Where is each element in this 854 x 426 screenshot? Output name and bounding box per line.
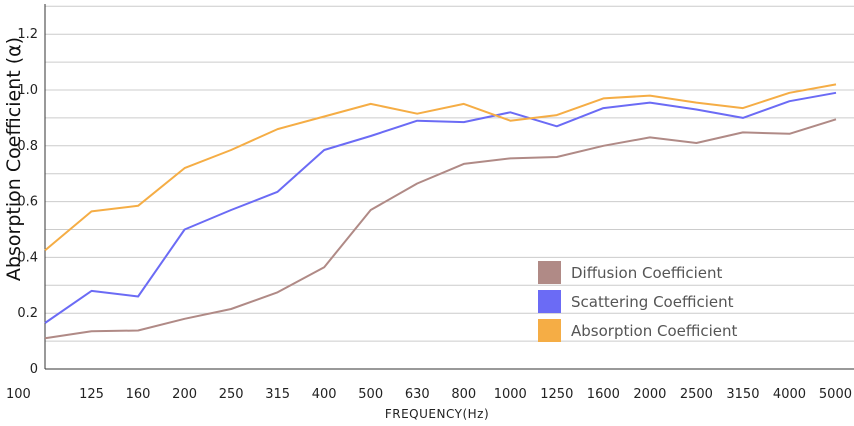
x-tick-label: 100 — [6, 387, 31, 402]
x-tick-label: 4000 — [773, 387, 806, 402]
y-tick-labels: 0 0.2 0.4 0.6 0.8 1.0 1.2 — [17, 27, 38, 377]
axes — [44, 4, 854, 370]
legend-swatch-scattering-coefficient — [538, 290, 561, 313]
y-tick-label: 0.2 — [17, 306, 38, 321]
x-tick-label: 1600 — [587, 387, 620, 402]
diffusion-coefficient-line — [44, 118, 837, 340]
x-tick-label: 2000 — [633, 387, 666, 402]
series-lines — [44, 83, 837, 340]
x-tick-label: 800 — [451, 387, 476, 402]
y-tick-label: 0.4 — [17, 250, 38, 265]
x-tick-label: 500 — [358, 387, 383, 402]
legend-swatch-absorption-coefficient — [538, 319, 561, 342]
x-tick-label: 1250 — [540, 387, 573, 402]
x-tick-label: 250 — [219, 387, 244, 402]
x-tick-label: 630 — [405, 387, 430, 402]
x-tick-label: 160 — [126, 387, 151, 402]
legend-label-absorption-coefficient: Absorption Coefficient — [571, 322, 737, 340]
scattering-coefficient-line — [44, 91, 837, 324]
grid-lines — [45, 5, 854, 342]
legend-label-scattering-coefficient: Scattering Coefficient — [571, 293, 734, 311]
x-tick-label: 5000 — [819, 387, 852, 402]
x-tick-label: 315 — [265, 387, 290, 402]
x-tick-label: 400 — [312, 387, 337, 402]
legend-swatch-diffusion-coefficient — [538, 261, 561, 284]
y-tick-label: 0.6 — [17, 195, 38, 210]
x-axis-label: FREQUENCY(Hz) — [385, 407, 489, 421]
x-tick-label: 125 — [79, 387, 104, 402]
x-tick-label: 1000 — [494, 387, 527, 402]
x-tick-labels: 100 125 160 200 250 315 400 500 630 800 1000 1250 16… — [6, 387, 852, 402]
y-tick-label: 0 — [30, 362, 38, 377]
y-tick-label: 0.8 — [17, 139, 38, 154]
absorption-coefficient-line — [44, 83, 837, 252]
legend-label-diffusion-coefficient: Diffusion Coefficient — [571, 264, 723, 282]
y-axis-label: Absorption Coefficient (α) — [3, 37, 25, 281]
x-tick-label: 2500 — [680, 387, 713, 402]
y-tick-label: 1.0 — [17, 83, 38, 98]
legend: Diffusion Coefficient Scattering Coeffici… — [538, 261, 737, 342]
x-tick-label: 3150 — [726, 387, 759, 402]
y-tick-label: 1.2 — [17, 27, 38, 42]
x-tick-label: 200 — [172, 387, 197, 402]
